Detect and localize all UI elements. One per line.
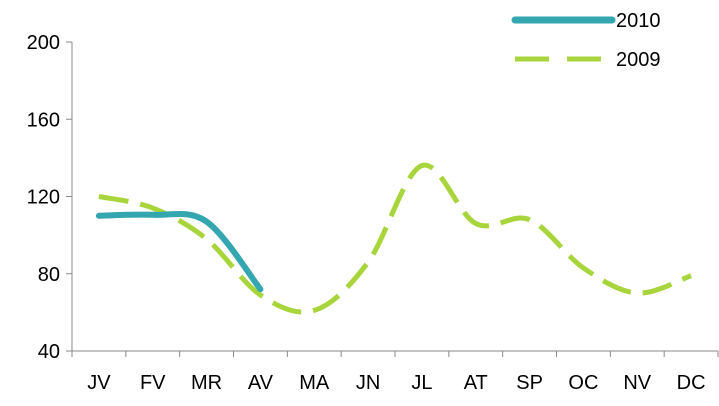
x-tick-label: AT [464, 372, 488, 394]
series-lines [95, 162, 692, 315]
x-tick-label: MA [299, 372, 330, 394]
x-tick-label: FV [140, 372, 166, 394]
y-tick-label: 80 [38, 264, 60, 286]
x-tick-label: DC [677, 372, 706, 394]
x-tick-label: JL [411, 372, 432, 394]
x-tick-label: JV [87, 372, 111, 394]
x-tick-label: OC [568, 372, 598, 394]
y-tick-label: 160 [27, 109, 60, 131]
legend-label-2010: 2010 [616, 10, 661, 32]
y-tick-label: 200 [27, 32, 60, 54]
legend: 2010 2009 [511, 10, 661, 71]
series-line-2009 [98, 162, 692, 315]
x-tick-label: AV [248, 372, 274, 394]
series-line-2010 [95, 210, 264, 293]
y-tick-label: 40 [38, 341, 60, 363]
x-tick-label: JN [356, 372, 380, 394]
legend-label-2009: 2009 [616, 49, 661, 71]
y-tick-label: 120 [27, 187, 60, 209]
x-tick-label: MR [191, 372, 222, 394]
axes: 40 80 120 160 200 JV FV MR AV MA JN JL AT SP OC NV DC [27, 32, 719, 394]
x-tick-label: SP [516, 372, 543, 394]
x-tick-label: NV [623, 372, 651, 394]
